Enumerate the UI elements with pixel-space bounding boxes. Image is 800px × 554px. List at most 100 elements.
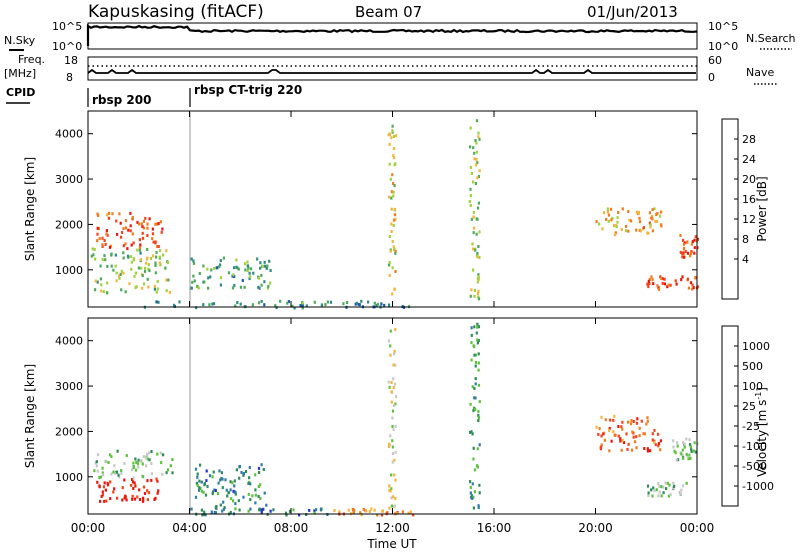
heatmap-cell	[388, 506, 391, 510]
heatmap-cell	[620, 425, 623, 429]
heatmap-cell	[692, 286, 695, 290]
colorbar-tick-label: 4	[742, 253, 749, 266]
heatmap-cell	[473, 345, 476, 349]
x-tick-label: 16:00	[477, 521, 512, 535]
heatmap-cell	[203, 482, 206, 486]
colorbar-tick-label: 20	[742, 173, 756, 186]
heatmap-cell	[92, 253, 95, 257]
heatmap-cell	[137, 266, 140, 270]
heatmap-cell	[104, 488, 107, 492]
heatmap-cell	[648, 211, 651, 215]
heatmap-cell	[391, 292, 394, 296]
heatmap-cell	[159, 249, 162, 253]
heatmap-cell	[122, 227, 125, 231]
heatmap-cell	[152, 254, 155, 258]
heatmap-cell	[658, 490, 661, 494]
heatmap-cell	[681, 255, 684, 259]
heatmap-cell	[196, 484, 199, 488]
heatmap-cell	[608, 449, 611, 453]
heatmap-cell	[360, 513, 363, 517]
heatmap-cell	[690, 450, 693, 454]
heatmap-cell	[190, 257, 193, 261]
heatmap-cell	[472, 210, 475, 214]
heatmap-cell	[672, 481, 675, 485]
y-tick-label: 2000	[55, 218, 83, 231]
heatmap-cell	[392, 245, 395, 249]
heatmap-cell	[673, 484, 676, 488]
heatmap-cell	[394, 450, 397, 454]
heatmap-cell	[659, 448, 662, 452]
heatmap-cell	[140, 286, 144, 290]
heatmap-cell	[394, 363, 397, 367]
heatmap-cell	[660, 277, 663, 281]
heatmap-cell	[393, 504, 396, 508]
heatmap-cell	[249, 482, 252, 486]
heatmap-cell	[146, 222, 149, 226]
heatmap-cell	[392, 154, 395, 158]
heatmap-cell	[683, 445, 686, 449]
heatmap-cell	[626, 447, 629, 451]
heatmap-cell	[621, 438, 624, 442]
heatmap-cell	[679, 233, 682, 237]
heatmap-cell	[190, 507, 193, 511]
heatmap-cell	[124, 494, 127, 498]
heatmap-cell	[394, 270, 397, 273]
heatmap-cell	[392, 194, 395, 198]
heatmap-cell	[259, 261, 262, 265]
heatmap-cell	[234, 490, 237, 494]
heatmap-cell	[248, 476, 251, 480]
heatmap-cell	[387, 339, 390, 343]
heatmap-cell	[141, 274, 144, 278]
heatmap-cell	[102, 290, 105, 294]
heatmap-cell	[221, 509, 224, 513]
heatmap-cell	[156, 222, 159, 226]
heatmap-cell	[472, 180, 475, 184]
heatmap-cell	[257, 485, 260, 488]
heatmap-cell	[681, 275, 684, 279]
heatmap-cell	[200, 489, 203, 493]
heatmap-cell	[390, 222, 393, 226]
heatmap-cell	[650, 488, 653, 492]
heatmap-cell	[474, 360, 478, 364]
heatmap-cell	[151, 232, 155, 236]
heatmap-cell	[391, 129, 394, 133]
heatmap-cell	[660, 494, 663, 498]
heatmap-cell	[146, 457, 149, 461]
heatmap-cell	[150, 478, 153, 482]
heatmap-cell	[660, 223, 663, 227]
heatmap-cell	[258, 508, 261, 512]
heatmap-cell	[143, 282, 146, 286]
heatmap-cell	[267, 284, 270, 288]
heatmap-cell	[269, 269, 272, 272]
power-colorbar: 28 24 20 16 12 8 4	[721, 118, 756, 300]
heatmap-cell	[234, 492, 237, 496]
heatmap-cell	[660, 485, 663, 489]
heatmap-cell	[476, 325, 479, 329]
heatmap-cell	[263, 491, 266, 495]
heatmap-cell	[693, 246, 696, 250]
heatmap-cell	[130, 483, 133, 487]
heatmap-cell	[392, 218, 396, 222]
heatmap-cell	[684, 250, 687, 253]
heatmap-cell	[211, 475, 214, 479]
heatmap-cell	[240, 471, 243, 474]
heatmap-cell	[656, 284, 659, 288]
heatmap-cell	[477, 383, 480, 387]
heatmap-cell	[625, 224, 628, 228]
heatmap-cell	[95, 464, 98, 468]
heatmap-cell	[473, 325, 476, 329]
heatmap-cell	[474, 353, 477, 357]
heatmap-cell	[651, 229, 654, 233]
heatmap-cell	[262, 507, 265, 511]
heatmap-cell	[212, 470, 215, 474]
heatmap-cell	[246, 260, 249, 264]
heatmap-cell	[389, 177, 392, 181]
heatmap-cell	[689, 443, 692, 447]
heatmap-cell	[393, 184, 396, 188]
heatmap-cell	[157, 222, 160, 225]
velocity-colorbar-label: Velocity [m s-1]	[754, 387, 769, 477]
heatmap-cell	[198, 272, 201, 275]
heatmap-cell	[120, 469, 123, 473]
power-colorbar-label: Power [dB]	[755, 176, 769, 241]
heatmap-cell	[97, 227, 100, 231]
